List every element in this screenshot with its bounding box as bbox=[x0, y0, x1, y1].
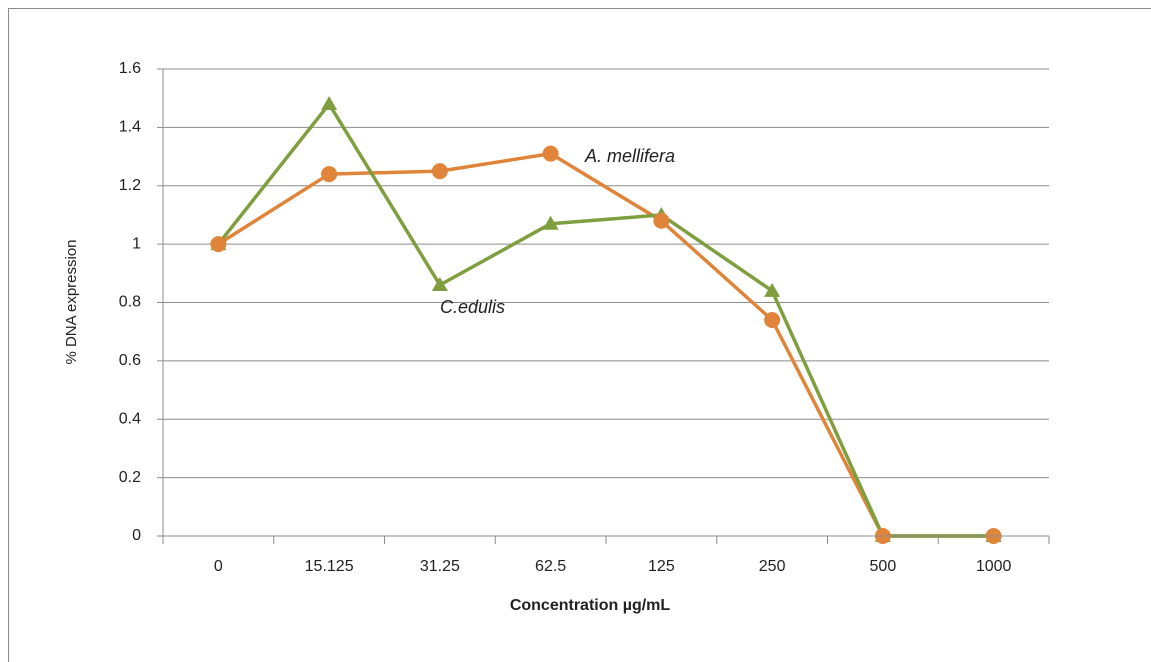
y-tick-label: 1.6 bbox=[119, 60, 141, 77]
x-tick-label: 1000 bbox=[976, 558, 1012, 575]
marker bbox=[653, 212, 670, 229]
marker bbox=[542, 145, 559, 162]
chart-frame bbox=[8, 8, 1151, 662]
y-tick-label: 0.2 bbox=[119, 469, 141, 486]
marker bbox=[321, 166, 338, 183]
y-tick-label: 0 bbox=[132, 527, 141, 544]
x-tick-label: 500 bbox=[870, 558, 897, 575]
marker bbox=[431, 163, 448, 180]
x-axis-title: Concentration µg/mL bbox=[510, 597, 671, 614]
marker bbox=[210, 236, 227, 253]
marker bbox=[321, 96, 338, 111]
series-label: A. mellifera bbox=[584, 146, 675, 166]
y-tick-label: 0.4 bbox=[119, 410, 141, 427]
x-tick-label: 0 bbox=[214, 558, 223, 575]
x-tick-label: 250 bbox=[759, 558, 786, 575]
marker bbox=[764, 312, 781, 329]
series-line bbox=[217, 102, 994, 538]
marker bbox=[431, 276, 448, 291]
y-tick-label: 0.6 bbox=[119, 352, 141, 369]
series-label: C.edulis bbox=[440, 297, 505, 317]
x-tick-label: 62.5 bbox=[535, 558, 566, 575]
y-tick-label: 0.8 bbox=[119, 294, 141, 311]
marker bbox=[542, 215, 559, 230]
y-tick-label: 1.2 bbox=[119, 177, 141, 194]
x-tick-label: 15.125 bbox=[305, 558, 354, 575]
y-tick-label: 1 bbox=[132, 235, 141, 252]
marker bbox=[764, 282, 781, 297]
x-tick-label: 125 bbox=[648, 558, 675, 575]
series-line bbox=[217, 151, 994, 538]
y-tick-label: 1.4 bbox=[119, 119, 141, 136]
y-axis-title: % DNA expression bbox=[63, 239, 80, 364]
x-tick-label: 31.25 bbox=[420, 558, 460, 575]
